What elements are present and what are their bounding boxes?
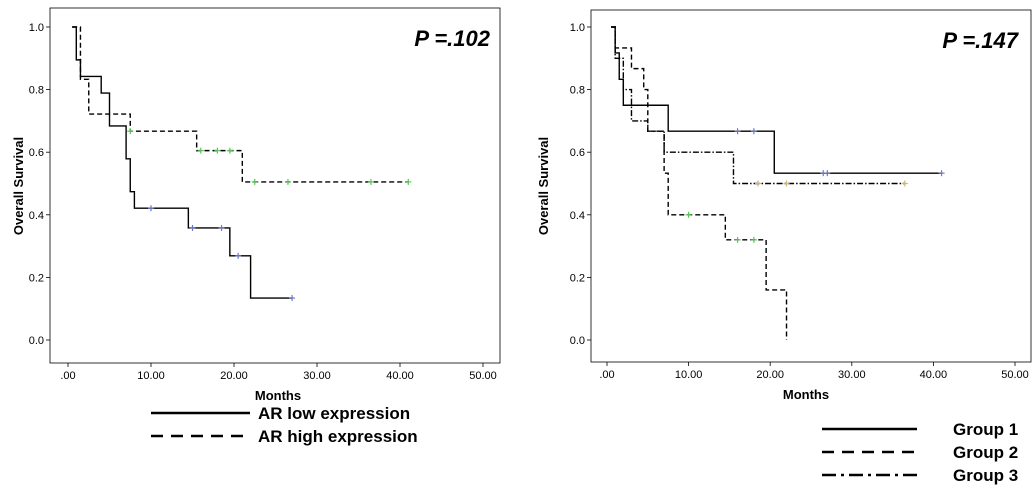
censor-mark — [938, 170, 945, 177]
censor-mark — [824, 170, 831, 177]
censor-mark — [197, 147, 204, 154]
censor-mark — [189, 224, 196, 231]
x-tick-label: 30.00 — [303, 370, 331, 382]
censor-mark — [127, 128, 134, 135]
left-x-axis-title: Months — [255, 388, 301, 403]
censor-mark — [734, 236, 741, 243]
legend-label-group-1: Group 1 — [953, 420, 1018, 439]
left-plot-frame — [49, 7, 501, 364]
x-tick-label: 30.00 — [838, 369, 866, 381]
censor-mark — [218, 224, 225, 231]
x-tick-label: 20.00 — [756, 369, 784, 381]
censor-mark — [148, 205, 154, 212]
y-tick-label: 0.8 — [29, 85, 44, 97]
censor-mark — [214, 147, 221, 154]
x-tick-label: .00 — [60, 370, 75, 382]
censor-mark — [734, 128, 741, 135]
left-legend: AR low expression AR high expression — [151, 404, 418, 446]
legend-label-ar-high: AR high expression — [258, 427, 418, 446]
km-curve-2 — [611, 26, 788, 340]
x-tick-label: 10.00 — [675, 369, 703, 381]
censor-mark — [235, 252, 242, 259]
y-tick-label: 0.6 — [29, 147, 44, 159]
censor-mark — [750, 128, 757, 135]
y-tick-label: 0.4 — [570, 210, 585, 222]
right-y-axis-title: Overall Survival — [536, 137, 551, 235]
left-y-axis-title: Overall Survival — [11, 137, 26, 235]
censor-mark — [405, 178, 412, 185]
left-axes: .00 10.00 20.00 30.00 40.00 50.00 0.0 0.2 0.4 0.6… — [29, 22, 497, 382]
y-tick-label: 0.0 — [29, 335, 44, 347]
censor-mark — [901, 180, 908, 187]
censor-mark — [685, 211, 692, 218]
x-tick-label: 50.00 — [469, 370, 497, 382]
km-curve-2 — [72, 26, 409, 183]
y-tick-label: 1.0 — [29, 22, 44, 34]
censor-mark — [289, 295, 296, 302]
y-tick-label: 0.2 — [29, 272, 44, 284]
legend-label-group-2: Group 2 — [953, 443, 1018, 462]
censor-mark — [284, 178, 291, 185]
right-p-value: P =.147 — [942, 28, 1019, 53]
x-tick-label: 20.00 — [220, 370, 248, 382]
censor-mark — [367, 178, 374, 185]
km-curve-1 — [72, 26, 293, 299]
legend-label-group-3: Group 3 — [953, 466, 1018, 485]
y-tick-label: 0.0 — [570, 335, 585, 347]
x-tick-label: 10.00 — [137, 370, 165, 382]
km-curve-1 — [611, 26, 942, 174]
right-curves — [611, 26, 945, 340]
right-legend: Group 1 Group 2 Group 3 — [822, 420, 1018, 485]
y-tick-label: 0.4 — [29, 210, 44, 222]
left-curves — [72, 26, 412, 302]
legend-label-ar-low: AR low expression — [258, 404, 410, 423]
y-tick-label: 0.6 — [570, 147, 585, 159]
censor-mark — [750, 236, 757, 243]
right-km-panel: .00 10.00 20.00 30.00 40.00 50.00 0.0 0.2 0.4 0.6… — [536, 9, 1032, 485]
right-x-axis-title: Months — [783, 387, 829, 402]
censor-mark — [783, 180, 790, 187]
x-tick-label: .00 — [599, 369, 614, 381]
censor-mark — [226, 147, 233, 154]
x-tick-label: 40.00 — [920, 369, 948, 381]
censor-mark — [754, 180, 761, 187]
x-tick-label: 50.00 — [1001, 369, 1029, 381]
right-axes: .00 10.00 20.00 30.00 40.00 50.00 0.0 0.2 0.4 0.6… — [570, 22, 1029, 381]
x-tick-label: 40.00 — [386, 370, 414, 382]
right-plot-frame — [590, 9, 1032, 363]
left-p-value: P =.102 — [414, 26, 490, 51]
km-curve-3 — [611, 26, 905, 185]
censor-mark — [251, 178, 258, 185]
left-km-panel: .00 10.00 20.00 30.00 40.00 50.00 0.0 0.2 0.4 0.6… — [11, 7, 501, 446]
y-tick-label: 1.0 — [570, 22, 585, 34]
y-tick-label: 0.2 — [570, 272, 585, 284]
y-tick-label: 0.8 — [570, 85, 585, 97]
